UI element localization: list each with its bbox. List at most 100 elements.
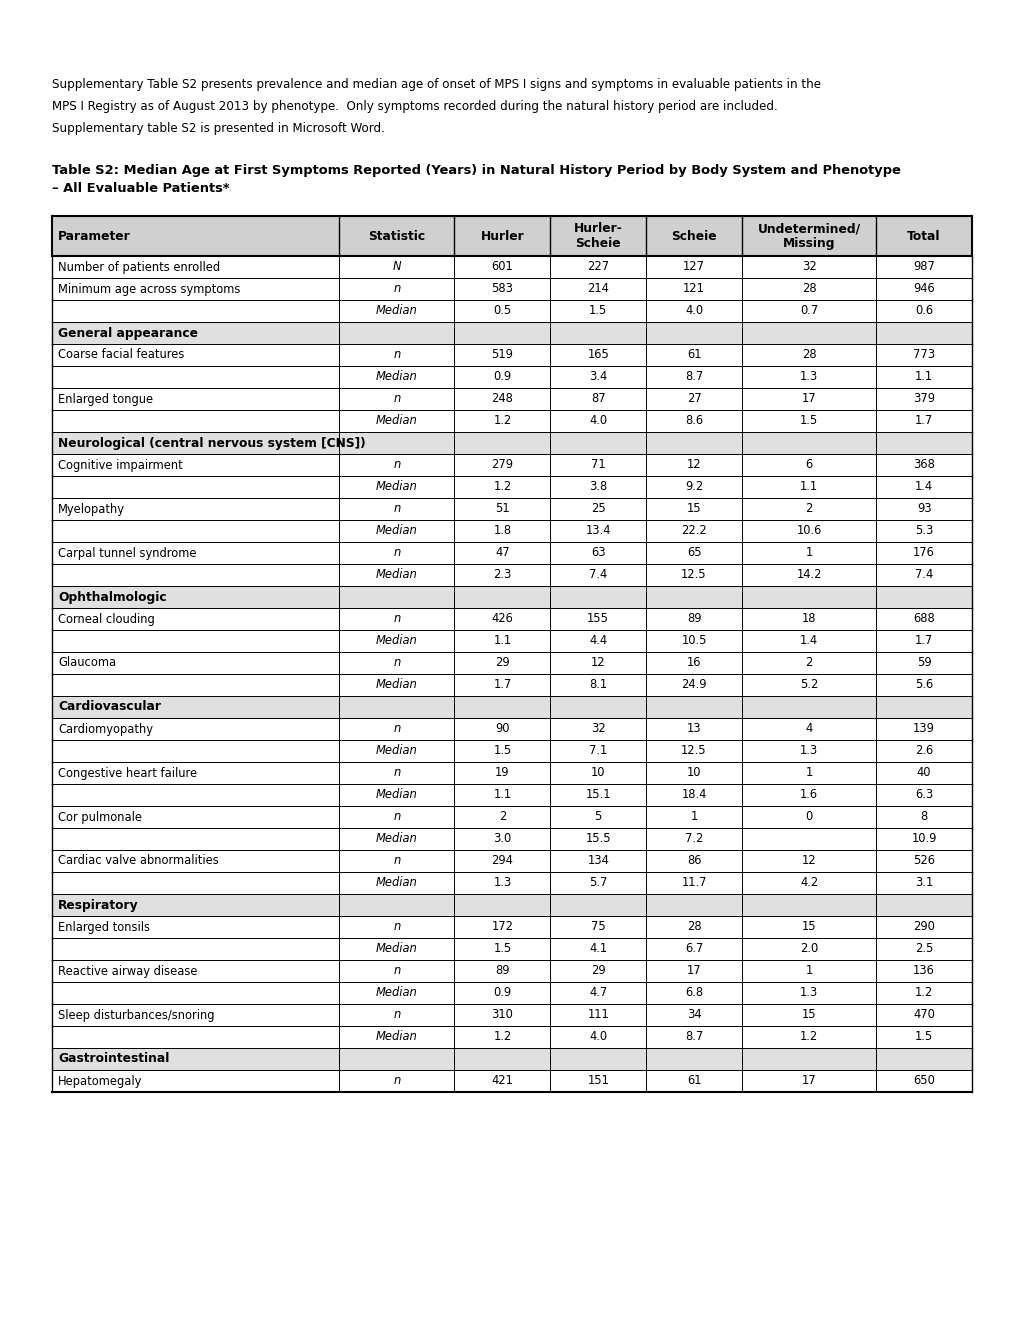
Text: Table S2: Median Age at First Symptoms Reported (Years) in Natural History Perio: Table S2: Median Age at First Symptoms R… [52,164,900,177]
Text: 40: 40 [916,767,930,780]
Text: 17: 17 [801,392,815,405]
Text: 75: 75 [590,920,605,933]
Bar [52,784,971,807]
Text: Scheie: Scheie [671,230,716,243]
Text: Enlarged tongue: Enlarged tongue [58,392,153,405]
Bar [52,366,971,388]
Text: 10.6: 10.6 [796,524,821,537]
Text: 25: 25 [590,503,605,516]
Text: 1.3: 1.3 [799,986,817,999]
Bar [52,652,971,675]
Text: 1.3: 1.3 [799,744,817,758]
Bar [52,564,971,586]
Text: Cardiomyopathy: Cardiomyopathy [58,722,153,735]
Text: Sleep disturbances/snoring: Sleep disturbances/snoring [58,1008,214,1022]
Bar [52,1005,971,1026]
Text: 0.5: 0.5 [493,305,512,318]
Text: – All Evaluable Patients*: – All Evaluable Patients* [52,182,229,195]
Text: 2.3: 2.3 [493,569,512,582]
Text: 1.3: 1.3 [493,876,512,890]
Text: 1.5: 1.5 [589,305,606,318]
Bar [52,894,971,916]
Text: 5.6: 5.6 [914,678,932,692]
Text: 8.1: 8.1 [589,678,606,692]
Text: n: n [393,1008,400,1022]
Text: 127: 127 [683,260,704,273]
Text: 0: 0 [805,810,812,824]
Text: 650: 650 [912,1074,934,1088]
Text: n: n [393,546,400,560]
Text: 1.1: 1.1 [914,371,932,384]
Text: 51: 51 [494,503,510,516]
Text: 24.9: 24.9 [681,678,706,692]
Text: n: n [393,854,400,867]
Text: n: n [393,767,400,780]
Text: 27: 27 [686,392,701,405]
Text: 1: 1 [805,546,812,560]
Text: 93: 93 [916,503,930,516]
Text: 379: 379 [912,392,934,405]
Bar [52,520,971,543]
Text: 2.5: 2.5 [914,942,932,956]
Text: 1.1: 1.1 [799,480,817,494]
Text: Glaucoma: Glaucoma [58,656,116,669]
Text: 5: 5 [594,810,601,824]
Text: 32: 32 [801,260,815,273]
Text: 71: 71 [590,458,605,471]
Text: 1.1: 1.1 [493,788,511,801]
Bar [52,762,971,784]
Text: Median: Median [376,1031,418,1044]
Bar [52,982,971,1005]
Bar [52,432,971,454]
Text: 2: 2 [805,656,812,669]
Text: 5.2: 5.2 [799,678,817,692]
Text: 6: 6 [805,458,812,471]
Text: 1.4: 1.4 [914,480,932,494]
Text: Myelopathy: Myelopathy [58,503,125,516]
Text: 1.4: 1.4 [799,635,817,648]
Text: 1.2: 1.2 [493,480,512,494]
Text: Hepatomegaly: Hepatomegaly [58,1074,143,1088]
Text: Hurler-
Scheie: Hurler- Scheie [574,222,622,249]
Text: 10: 10 [590,767,605,780]
Text: 7.4: 7.4 [914,569,932,582]
Text: n: n [393,282,400,296]
Text: Neurological (central nervous system [CNS]): Neurological (central nervous system [CN… [58,437,365,450]
Text: 9.2: 9.2 [685,480,702,494]
Bar [52,741,971,762]
Text: Cardiovascular: Cardiovascular [58,701,161,714]
Bar [52,543,971,564]
Text: 89: 89 [686,612,701,626]
Text: 2: 2 [805,503,812,516]
Text: Median: Median [376,876,418,890]
Bar [52,345,971,366]
Text: n: n [393,458,400,471]
Text: 310: 310 [491,1008,513,1022]
Text: n: n [393,612,400,626]
Text: 3.0: 3.0 [493,833,512,846]
Text: 17: 17 [686,965,701,978]
Text: 5.3: 5.3 [914,524,932,537]
Text: 8: 8 [919,810,927,824]
Text: n: n [393,920,400,933]
Text: 6.7: 6.7 [685,942,702,956]
Text: Cardiac valve abnormalities: Cardiac valve abnormalities [58,854,218,867]
Text: 10: 10 [686,767,701,780]
Text: 214: 214 [587,282,608,296]
Text: 6.3: 6.3 [914,788,932,801]
Text: 7.4: 7.4 [589,569,606,582]
Bar [52,696,971,718]
Text: 2.6: 2.6 [914,744,932,758]
Bar [52,609,971,630]
Text: Statistic: Statistic [368,230,425,243]
Bar [52,675,971,696]
Text: n: n [393,503,400,516]
Text: 1.2: 1.2 [493,414,512,428]
Text: 29: 29 [494,656,510,669]
Text: n: n [393,392,400,405]
Bar [52,300,971,322]
Bar [52,498,971,520]
Text: 773: 773 [912,348,934,362]
Text: Supplementary Table S2 presents prevalence and median age of onset of MPS I sign: Supplementary Table S2 presents prevalen… [52,78,820,91]
Text: 3.1: 3.1 [914,876,932,890]
